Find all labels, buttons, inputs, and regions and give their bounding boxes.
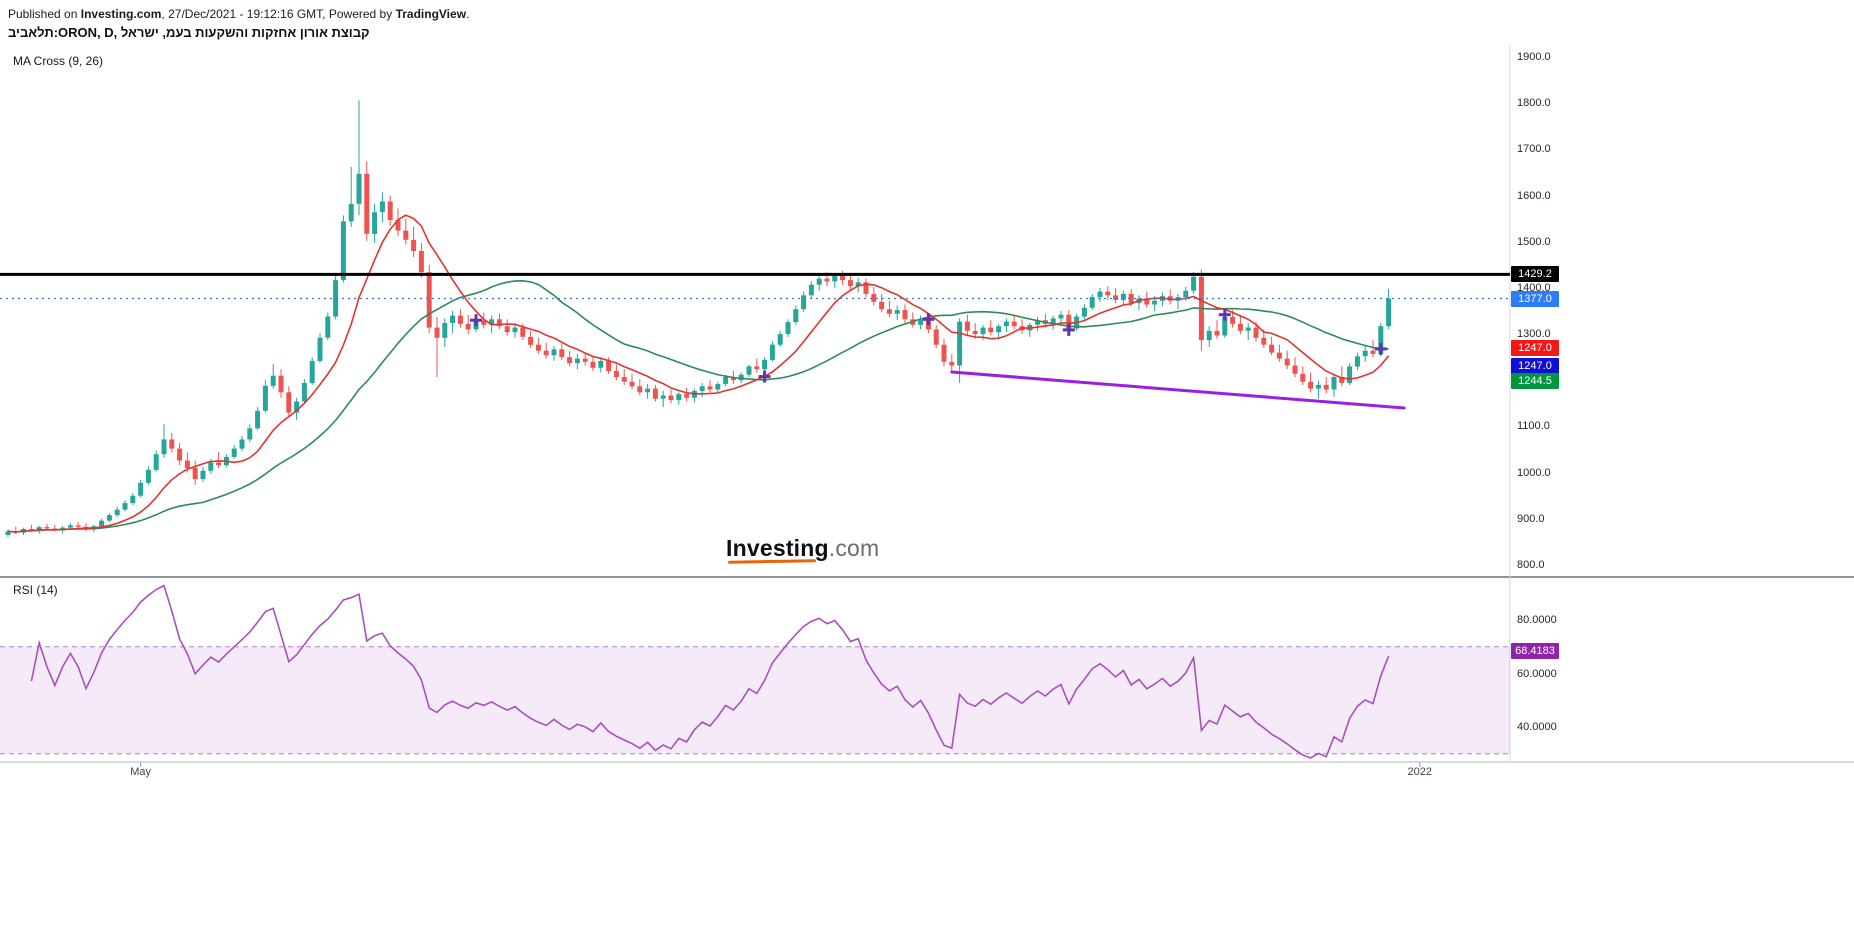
time-axis-label[interactable]: 2022	[1407, 766, 1433, 778]
chart-title: תלאביב:ORON, D, קבוצת אורון אחזקות והשקע…	[8, 25, 370, 40]
price-badge: 1244.5	[1511, 372, 1559, 389]
price-tick-label: 1900.0	[1517, 51, 1551, 63]
price-tick-label: 800.0	[1517, 559, 1545, 571]
price-badge: 1247.0	[1511, 339, 1559, 356]
price-tick-label: 1600.0	[1517, 189, 1551, 202]
ma-cross-markers	[470, 308, 1387, 383]
publish-middle-text: , 27/Dec/2021 - 19:12:16 GMT, Powered by	[161, 7, 396, 21]
price-tick-label: 1300.0	[1517, 328, 1551, 341]
rsi-tick-label: 80.0000	[1517, 614, 1557, 626]
price-tick-label: 1800.0	[1517, 97, 1551, 110]
price-badge: 1247.0	[1511, 357, 1559, 374]
price-tick-label: 1500.0	[1517, 235, 1551, 248]
rsi-band	[0, 646, 1510, 754]
candles	[5, 100, 1392, 538]
price-tick-label: 900.0	[1517, 512, 1545, 525]
watermark-brand: Investing	[726, 535, 829, 561]
ma-fast-line	[7, 214, 1390, 533]
rsi-indicator-label: RSI (14)	[13, 583, 58, 597]
price-badge: 1377.0	[1511, 290, 1559, 307]
investing-watermark-logo: Investing.com	[726, 535, 880, 564]
publish-prefix-text: Published on	[8, 7, 81, 21]
trendline[interactable]	[950, 370, 1406, 410]
ma-slow-line	[7, 279, 1389, 533]
rsi-badge: 68.4183	[1511, 642, 1559, 659]
time-axis-label[interactable]: May	[130, 766, 151, 778]
time-axis[interactable]: May 2022	[0, 764, 1854, 786]
watermark-tld: .com	[828, 535, 880, 561]
price-tick-label: 1000.0	[1517, 466, 1551, 479]
publish-suffix-text: .	[466, 7, 470, 21]
price-axis[interactable]: 1900.0 1800.0 1700.0 1600.0 1500.0 1400.0 1300…	[1510, 0, 1854, 928]
indicator-label: MA Cross (9, 26)	[13, 54, 104, 68]
price-badge: 1429.2	[1511, 266, 1559, 283]
rsi-tick-label: 60.0000	[1517, 667, 1557, 680]
price-tick-label: 1100.0	[1517, 420, 1550, 433]
tradingview-brand-text: TradingView	[395, 7, 467, 21]
publish-info: Published on Investing.com, 27/Dec/2021 …	[8, 7, 469, 21]
investing-brand-text: Investing.com	[80, 7, 162, 21]
price-tick-label: 1700.0	[1517, 143, 1551, 156]
rsi-tick-label: 40.0000	[1517, 721, 1557, 733]
rsi-line	[30, 584, 1390, 759]
